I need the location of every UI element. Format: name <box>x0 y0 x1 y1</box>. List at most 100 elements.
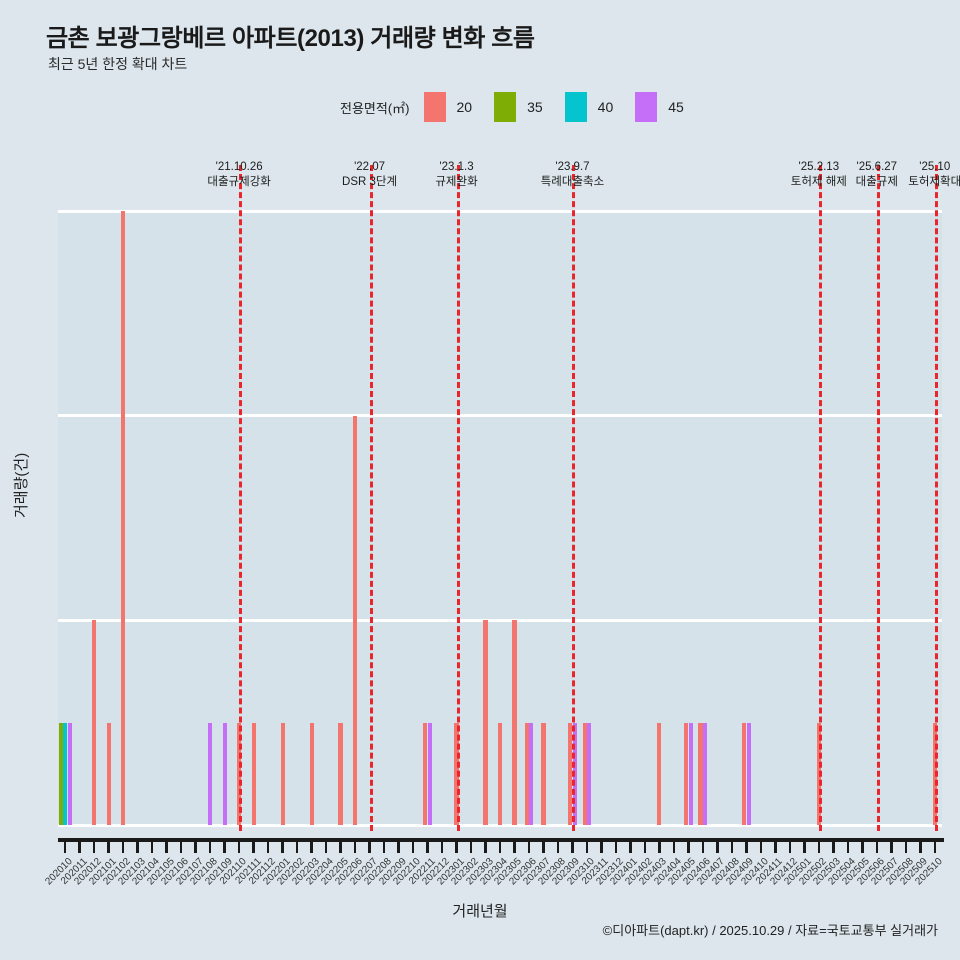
xtick <box>875 842 879 853</box>
bar[interactable] <box>106 722 111 825</box>
annotation-text: 토허제 해제 <box>790 176 847 188</box>
annotation-line <box>934 165 938 831</box>
annotation-line <box>239 165 243 831</box>
xtick <box>179 842 183 853</box>
xtick <box>382 842 386 853</box>
bar[interactable] <box>92 620 97 825</box>
legend-item-35[interactable]: 35 <box>494 92 559 122</box>
xtick <box>63 842 67 853</box>
bar[interactable] <box>251 722 256 825</box>
legend: 전용면적(㎡) 20 35 40 45 <box>340 92 706 122</box>
annotation-text: DSR 3단계 <box>342 176 398 188</box>
bar[interactable] <box>524 722 529 825</box>
xtick <box>542 842 545 853</box>
page-subtitle: 최근 5년 한정 확대 차트 <box>48 56 188 72</box>
legend-label-20: 20 <box>456 99 473 115</box>
bar[interactable] <box>309 722 314 825</box>
legend-items: 20 35 40 45 <box>423 92 706 122</box>
annotation-date: '25.2.13 <box>798 161 840 173</box>
bar[interactable] <box>483 620 488 825</box>
xtick <box>672 842 676 853</box>
bar[interactable] <box>512 620 517 825</box>
bar[interactable] <box>741 722 747 825</box>
xtick <box>368 842 371 853</box>
xtick <box>759 842 763 853</box>
bar[interactable] <box>568 722 573 825</box>
xtick <box>440 842 444 853</box>
bar[interactable] <box>58 722 63 825</box>
xtick <box>223 842 226 853</box>
annotation-date: '22.07 <box>354 161 386 173</box>
xtick <box>600 842 603 853</box>
bar[interactable] <box>688 722 693 825</box>
legend-item-45[interactable]: 45 <box>635 92 700 122</box>
xtick <box>817 842 821 853</box>
page-title: 금촌 보광그랑베르 아파트(2013) 거래량 변화 흐름 <box>46 25 535 52</box>
gridline-6 <box>58 209 942 213</box>
bar[interactable] <box>497 722 503 825</box>
annotation-date: '23.9.7 <box>555 161 590 173</box>
xtick <box>904 842 908 853</box>
annotation-date: '25.10 <box>919 161 951 173</box>
bar[interactable] <box>541 722 546 825</box>
bar[interactable] <box>657 722 662 825</box>
xtick <box>281 842 284 853</box>
xtick <box>295 842 299 853</box>
bar[interactable] <box>683 722 689 825</box>
bar[interactable] <box>423 722 428 825</box>
xtick <box>136 842 139 853</box>
xtick <box>730 842 734 853</box>
legend-item-40[interactable]: 40 <box>564 92 630 122</box>
xtick <box>455 842 458 853</box>
bar[interactable] <box>529 722 534 825</box>
legend-swatch-20 <box>423 92 446 122</box>
xtick <box>788 842 792 853</box>
bar[interactable] <box>352 415 358 825</box>
annotation-note: '25.6.27 대출규제 <box>856 160 898 190</box>
x-axis-label: 거래년월 <box>452 903 508 920</box>
bar[interactable] <box>63 722 68 825</box>
bar[interactable] <box>222 722 227 825</box>
legend-item-20[interactable]: 20 <box>423 92 489 122</box>
x-axis-line <box>58 838 944 842</box>
legend-swatch-35 <box>494 92 517 122</box>
bar[interactable] <box>67 722 72 825</box>
xtick <box>933 842 936 853</box>
bar[interactable] <box>587 722 592 825</box>
xtick <box>832 842 835 853</box>
xtick <box>629 842 632 853</box>
bar[interactable] <box>338 722 343 825</box>
xtick <box>890 842 893 853</box>
bar[interactable] <box>427 722 432 825</box>
xtick <box>803 842 806 853</box>
xtick <box>469 842 473 853</box>
bar[interactable] <box>698 722 703 825</box>
xtick <box>643 842 647 853</box>
xtick <box>92 842 96 853</box>
xtick <box>687 842 690 853</box>
xtick <box>121 842 125 853</box>
bar[interactable] <box>121 211 126 825</box>
annotation-note: '25.10 토허제확대 <box>908 160 960 190</box>
xtick <box>716 842 719 853</box>
bar[interactable] <box>932 722 937 825</box>
xtick <box>701 842 705 853</box>
annotation-line <box>876 165 880 831</box>
annotation-note: '21.10.26 대출규제강화 <box>207 160 270 190</box>
bar[interactable] <box>703 722 708 825</box>
annotation-date: '21.10.26 <box>215 161 263 173</box>
xtick <box>484 842 487 853</box>
annotation-note: '22.07 DSR 3단계 <box>342 160 397 190</box>
xtick <box>919 842 922 853</box>
xtick <box>397 842 400 853</box>
annotation-date: '23.1.3 <box>439 161 474 173</box>
bar[interactable] <box>582 722 587 825</box>
legend-swatch-40 <box>564 92 587 122</box>
bar[interactable] <box>208 722 213 825</box>
xtick <box>571 842 574 853</box>
xtick <box>846 842 850 853</box>
bar[interactable] <box>280 722 285 825</box>
bar[interactable] <box>746 722 751 825</box>
xtick <box>614 842 618 853</box>
annotation-text: 토허제확대 <box>908 176 960 188</box>
